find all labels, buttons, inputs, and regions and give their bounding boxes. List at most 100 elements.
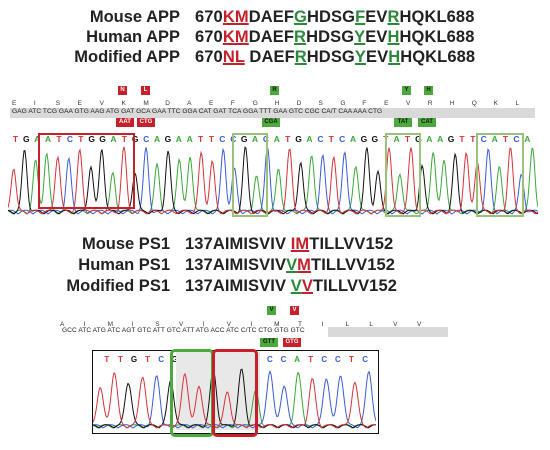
- sequence-segment: R: [294, 28, 307, 46]
- base-call-letter: T: [78, 134, 84, 144]
- amino-acid-letter: V: [99, 100, 104, 107]
- base-call-letter: A: [186, 134, 193, 144]
- modified-ps1-label: Modified PS1: [66, 277, 170, 295]
- amino-acid-letter: R: [427, 100, 433, 107]
- sequence-segment: EV: [365, 8, 388, 26]
- amino-acid-letter: A: [60, 321, 65, 328]
- base-call-letter: G: [131, 134, 139, 144]
- ps1-codon-line: GCC ATC ATG ATC AGT GTC ATT GTC ATT ATG …: [62, 327, 305, 334]
- base-call-letter: A: [349, 134, 357, 144]
- mouse-ps1-label: Mouse PS1: [81, 235, 170, 253]
- base-call-letter: C: [513, 134, 520, 144]
- ps1-green-box: [170, 349, 214, 437]
- modified-app-sequence: 670NL DAEFRHDSGYEVHHQKL688: [195, 48, 475, 67]
- trace-line-C: [8, 147, 538, 215]
- base-call-letter: T: [404, 134, 411, 144]
- modified-ps1-sequence: 137AIMISVIV VVTILLVV152: [185, 277, 397, 296]
- amino-acid-letter: E: [384, 100, 389, 107]
- amino-acid-letter: I: [33, 100, 36, 107]
- base-call-letter: T: [285, 134, 291, 144]
- base-call-letter: A: [110, 134, 117, 144]
- amino-acid-letter: K: [121, 100, 126, 107]
- ps1-red-box: [212, 349, 258, 437]
- sequence-segment: DAEF: [248, 8, 295, 26]
- sequence-segment: V: [286, 256, 298, 274]
- sequence-segment: V: [290, 277, 302, 295]
- sequence-segment: HQKL688: [399, 8, 475, 26]
- amino-acid-letter: I: [321, 321, 324, 328]
- base-call-letter: C: [321, 355, 328, 364]
- mutant-amino-acid-box: L: [141, 86, 150, 95]
- base-call-letter: A: [45, 134, 52, 144]
- sequence-segment: HDSG: [306, 8, 356, 26]
- base-call-letter: T: [56, 134, 62, 144]
- base-call-letter: A: [393, 134, 400, 144]
- amino-acid-letter: V: [178, 321, 184, 328]
- amino-acid-letter: E: [209, 100, 214, 107]
- base-call-letter: A: [437, 134, 444, 144]
- trace-line-G: [8, 146, 538, 215]
- amino-acid-letter: I: [202, 321, 205, 328]
- ps1-codon-strip: [328, 327, 448, 337]
- human-ps1-label: Human PS1: [78, 256, 170, 274]
- amino-acid-letter: V: [226, 321, 231, 328]
- app-red-box: [38, 133, 135, 209]
- trace-line-C: [93, 369, 376, 429]
- sequence-segment: V: [301, 277, 313, 295]
- sequence-segment: F: [355, 8, 366, 26]
- base-call-letter: C: [339, 134, 346, 144]
- base-call-letter: A: [251, 134, 259, 144]
- sequence-segment: G: [294, 8, 307, 26]
- amino-acid-letter: A: [187, 100, 192, 107]
- ps1-shaded-region: [176, 352, 260, 430]
- amino-acid-letter: F: [230, 100, 235, 107]
- sequence-segment: HDSG: [306, 28, 355, 46]
- base-call-letter: T: [502, 134, 509, 144]
- modified-app-label: Modified APP: [74, 48, 180, 66]
- sequence-segment: HQKL688: [399, 28, 475, 46]
- amino-acid-letter: S: [318, 100, 323, 107]
- sequence-segment: 137AIMISVIV: [185, 277, 291, 295]
- amino-acid-letter: K: [493, 100, 498, 107]
- mutant-amino-acid-box: V: [267, 306, 276, 315]
- amino-acid-letter: L: [345, 321, 350, 328]
- amino-acid-letter: T: [297, 321, 302, 328]
- trace-line-T: [8, 146, 538, 215]
- sequence-segment: 670: [195, 8, 223, 26]
- mutant-codon-box: GTT: [260, 338, 278, 347]
- base-call-letter: G: [447, 134, 455, 144]
- mouse-app-sequence: 670KMDAEFGHDSGFEVRHQKL688: [195, 8, 474, 27]
- base-call-letter: C: [280, 355, 287, 364]
- amino-acid-letter: M: [107, 321, 114, 328]
- amino-acid-letter: V: [406, 100, 411, 107]
- base-call-letter: T: [145, 355, 151, 364]
- base-call-letter: A: [294, 355, 300, 364]
- amino-acid-letter: I: [83, 321, 86, 328]
- base-call-letter: C: [143, 134, 150, 144]
- app-codon-line: GAG ATC TCG GAA GTG AAG ATG GAT GCA GAA …: [12, 108, 383, 115]
- amino-acid-letter: H: [449, 100, 455, 107]
- base-call-letter: C: [219, 134, 226, 144]
- sequence-segment: R: [387, 8, 400, 26]
- mutant-amino-acid-box: N: [118, 86, 127, 95]
- amino-acid-letter: D: [165, 100, 170, 107]
- base-call-letter: G: [240, 134, 248, 144]
- mutant-amino-acid-box: H: [424, 86, 433, 95]
- mutant-amino-acid-box: R: [270, 86, 279, 95]
- sequence-segment: DAEF: [244, 48, 295, 66]
- amino-acid-letter: M: [274, 321, 280, 328]
- sequence-segment: IM: [290, 235, 310, 253]
- amino-acid-letter: M: [143, 100, 149, 107]
- amino-acid-letter: I: [250, 321, 253, 328]
- sequence-segment: Y: [354, 48, 366, 66]
- base-call-letter: A: [153, 134, 161, 144]
- mouse-app-label: Mouse APP: [89, 8, 180, 26]
- base-call-letter: C: [480, 134, 487, 144]
- sequence-segment: KM: [222, 28, 249, 46]
- mutant-amino-acid-box: Y: [402, 86, 411, 95]
- base-call-letter: T: [470, 134, 476, 144]
- sequence-segment: 137AIMISVIV: [185, 256, 287, 274]
- amino-acid-letter: S: [55, 100, 61, 107]
